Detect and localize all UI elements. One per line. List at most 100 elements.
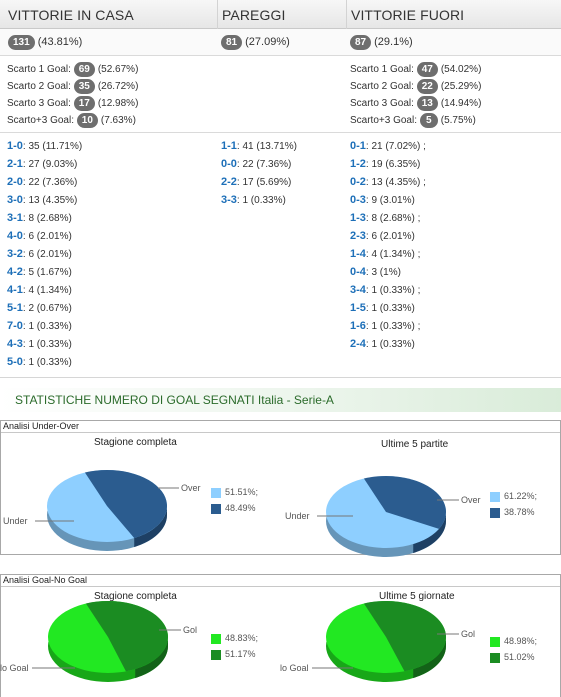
- legend-value: 61.22%;: [504, 491, 538, 501]
- goal-margin-label: Scarto 2 Goal:: [350, 81, 417, 92]
- score-value: 2-0: [7, 176, 23, 188]
- count-badge: 13: [416, 96, 438, 111]
- score-row: 2-3: 6 (2.01%): [350, 230, 415, 242]
- total-away-pct: (29.1%): [374, 36, 413, 48]
- legend-swatch: [490, 508, 500, 518]
- goal-margin-row: Scarto+3 Goal: 10 (7.63%): [7, 113, 136, 128]
- score-row: 7-0: 1 (0.33%): [7, 320, 72, 332]
- score-stat: : 3 (1%): [365, 267, 401, 278]
- legend-value: 51.17%: [225, 649, 256, 659]
- score-stat: : 13 (4.35%) ;: [365, 177, 426, 188]
- chart-title: Ultime 5 partite: [381, 439, 449, 450]
- panel-goal-nogoal: Analisi Goal-No Goal Stagione completa lo…: [0, 574, 561, 697]
- score-row: 1-1: 41 (13.71%): [221, 140, 297, 152]
- total-home-pct: (43.81%): [37, 36, 83, 48]
- header-home-wins: VITTORIE IN CASA: [8, 7, 134, 23]
- legend-value: 38.78%: [504, 507, 535, 517]
- total-home: 131 (43.81%): [8, 35, 82, 50]
- goal-margin-row: Scarto 2 Goal: 35 (26.72%): [7, 79, 138, 94]
- score-stat: : 6 (2.01%): [22, 231, 72, 242]
- results-table: VITTORIE IN CASA PAREGGI VITTORIE FUORI …: [0, 0, 561, 378]
- score-value: 4-0: [7, 230, 23, 242]
- score-stat: : 1 (0.33%): [22, 321, 72, 332]
- score-stat: : 13 (4.35%): [22, 195, 78, 206]
- count-badge: 81: [221, 35, 243, 50]
- score-value: 4-2: [7, 266, 23, 278]
- pie-chart: [317, 476, 459, 557]
- legend-swatch: [490, 653, 500, 663]
- score-row: 0-1: 21 (7.02%) ;: [350, 140, 426, 152]
- score-stat: : 4 (1.34%): [22, 285, 72, 296]
- header-divider: [346, 0, 347, 29]
- count-badge: 5: [419, 113, 438, 128]
- score-value: 4-1: [7, 284, 23, 296]
- score-stat: : 2 (0.67%): [22, 303, 72, 314]
- legend-value: 48.49%: [225, 503, 256, 513]
- score-row: 1-5: 1 (0.33%): [350, 302, 415, 314]
- legend-value: 51.02%: [504, 652, 535, 662]
- goal-margin-label: Scarto+3 Goal:: [350, 115, 420, 126]
- score-value: 2-3: [350, 230, 366, 242]
- goal-margin-label: Scarto 1 Goal:: [350, 64, 417, 75]
- results-header: VITTORIE IN CASA PAREGGI VITTORIE FUORI: [0, 0, 561, 29]
- score-value: 3-4: [350, 284, 366, 296]
- legend-value: 48.98%;: [504, 636, 538, 646]
- score-stat: : 27 (9.03%): [22, 159, 78, 170]
- legend-value: 51.51%;: [225, 487, 259, 497]
- legend-swatch: [211, 504, 221, 514]
- score-row: 4-3: 1 (0.33%): [7, 338, 72, 350]
- score-value: 1-5: [350, 302, 366, 314]
- legend-swatch: [490, 492, 500, 502]
- goal-margin-pct: (26.72%): [97, 81, 139, 92]
- score-value: 1-3: [350, 212, 366, 224]
- score-row: 4-0: 6 (2.01%): [7, 230, 72, 242]
- chart-title: Stagione completa: [94, 437, 177, 448]
- goals-section-title: STATISTICHE NUMERO DI GOAL SEGNATI Itali…: [0, 388, 561, 412]
- pie-label-inner: Under: [285, 511, 310, 521]
- score-stat: : 1 (0.33%) ;: [365, 285, 421, 296]
- score-value: 4-3: [7, 338, 23, 350]
- pie-chart: [32, 601, 181, 682]
- goal-margin-label: Scarto 1 Goal:: [7, 64, 74, 75]
- pie-chart: [35, 470, 179, 551]
- score-row: 1-3: 8 (2.68%) ;: [350, 212, 420, 224]
- score-stat: : 1 (0.33%): [22, 357, 72, 368]
- panel-title-divider: [1, 586, 560, 587]
- score-row: 0-3: 9 (3.01%): [350, 194, 415, 206]
- goal-margin-row: Scarto 2 Goal: 22 (25.29%): [350, 79, 481, 94]
- score-stat: : 1 (0.33%): [236, 195, 286, 206]
- goal-margin-pct: (14.94%): [440, 98, 482, 109]
- pie-side-goal: [413, 637, 446, 679]
- total-away: 87 (29.1%): [350, 35, 413, 50]
- score-value: 5-1: [7, 302, 23, 314]
- score-row: 3-4: 1 (0.33%) ;: [350, 284, 420, 296]
- chart-title: Ultime 5 giornate: [379, 591, 455, 602]
- score-value: 3-0: [7, 194, 23, 206]
- header-draws: PAREGGI: [222, 7, 286, 23]
- panel-under-over: Analisi Under-Over Stagione completa Unde…: [0, 420, 561, 557]
- header-divider: [217, 0, 218, 29]
- score-value: 2-2: [221, 176, 237, 188]
- score-row: 2-4: 1 (0.33%): [350, 338, 415, 350]
- goal-margin-pct: (12.98%): [97, 98, 139, 109]
- score-value: 5-0: [7, 356, 23, 368]
- goal-margin-label: Scarto 3 Goal:: [350, 98, 417, 109]
- total-draw: 81 (27.09%): [221, 35, 290, 50]
- count-badge: 10: [76, 113, 98, 128]
- goal-margin-label: Scarto 2 Goal:: [7, 81, 74, 92]
- score-row: 1-2: 19 (6.35%): [350, 158, 420, 170]
- score-row: 1-4: 4 (1.34%) ;: [350, 248, 420, 260]
- goal-margin-section: Scarto 1 Goal: 69 (52.67%) Scarto 2 Goal: …: [0, 57, 561, 133]
- chart-title: Stagione completa: [94, 591, 177, 602]
- score-stat: : 35 (11.71%): [22, 141, 83, 152]
- score-stat: : 41 (13.71%): [236, 141, 297, 152]
- score-value: 2-1: [7, 158, 23, 170]
- count-badge: 35: [73, 79, 95, 94]
- score-row: 3-2: 6 (2.01%): [7, 248, 72, 260]
- goal-margin-row: Scarto 3 Goal: 17 (12.98%): [7, 96, 138, 111]
- goal-margin-row: Scarto+3 Goal: 5 (5.75%): [350, 113, 476, 128]
- score-stat: : 6 (2.01%): [22, 249, 72, 260]
- count-badge: 131: [8, 35, 35, 50]
- pie-label-outer: Gol: [183, 625, 198, 635]
- score-row: 0-4: 3 (1%): [350, 266, 401, 278]
